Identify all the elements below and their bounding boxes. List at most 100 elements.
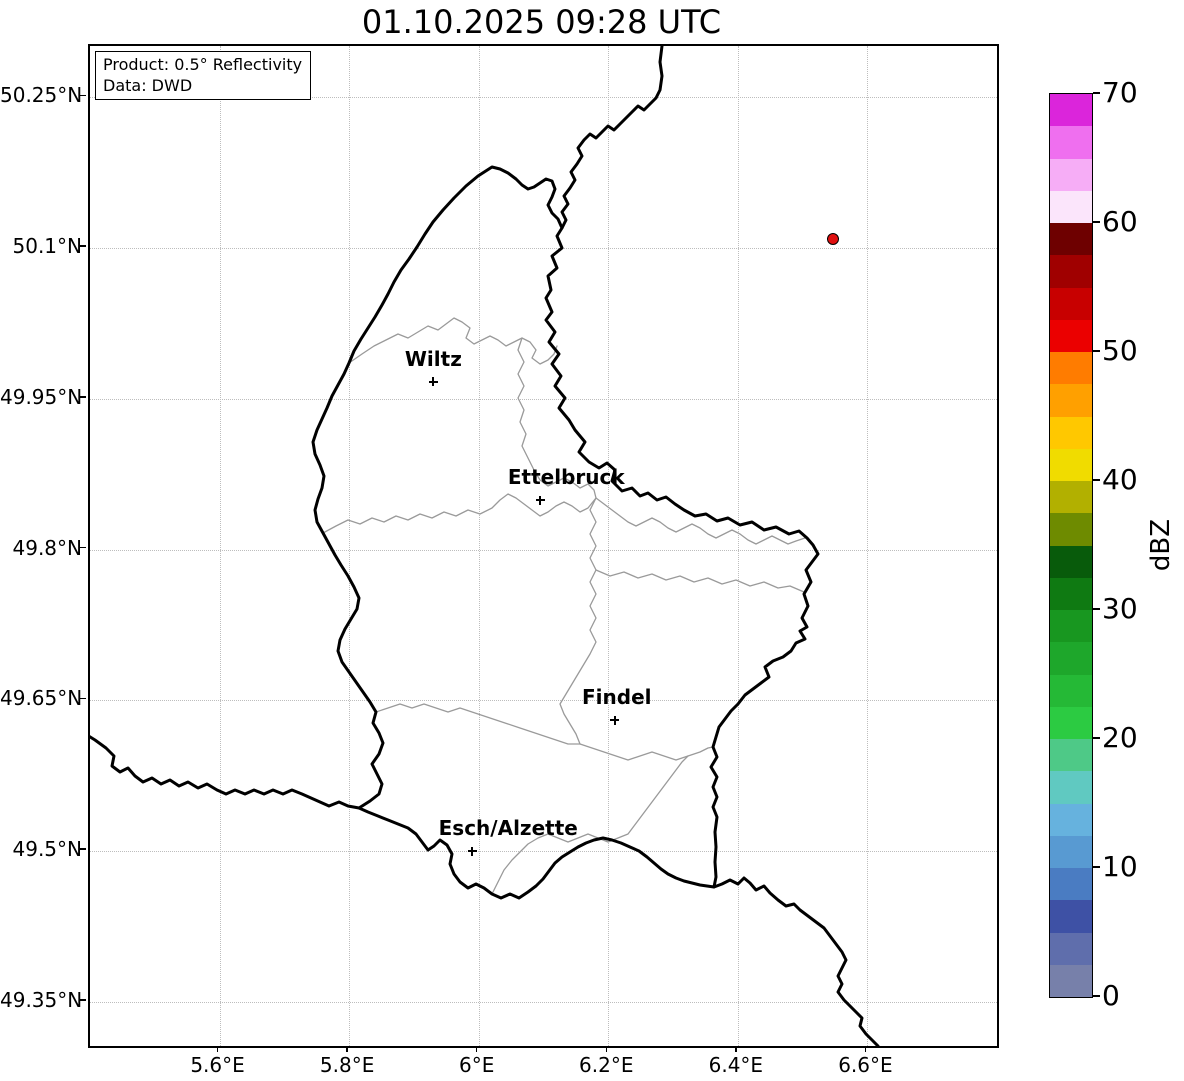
lat-tick-label: 49.95°N [0,384,83,409]
colorbar-segment [1050,835,1092,868]
gridline-lat [90,549,997,551]
lat-tickmark [80,245,86,247]
lat-tickmark [80,697,86,700]
lat-tick-label: 49.35°N [0,987,83,1012]
colorbar-segment [1050,674,1092,707]
lon-tickmark [216,1046,219,1052]
lon-tick-label: 6°E [459,1053,495,1077]
map-axes: Wiltz Ettelbruck Findel Esch/Alzette [88,44,999,1048]
colorbar-tick-label: 50 [1102,334,1138,367]
canton-border-path [491,755,689,895]
gridline-lon [478,46,480,1046]
colorbar-tickmark [1093,92,1100,94]
lon-tick-label: 6.4°E [708,1053,764,1077]
colorbar-tickmark [1093,479,1100,481]
colorbar-segment [1050,545,1092,578]
luxembourg-border-path [311,165,820,900]
gridline-lat [90,700,997,702]
gridline-lon [349,46,351,1046]
colorbar-segment [1050,223,1092,256]
colorbar-segment [1050,287,1092,320]
colorbar-segment [1050,352,1092,385]
colorbar-tickmark [1093,737,1100,739]
lat-tick-label: 50.1°N [12,234,83,258]
colorbar-tickmark [1093,866,1100,868]
city-label: Findel [582,685,652,710]
gridline-lon [219,46,221,1046]
colorbar-tick-label: 60 [1102,205,1138,238]
canton-border-path [595,569,805,593]
city-cross-icon [428,377,438,387]
colorbar-tickmark [1093,608,1100,610]
colorbar-tick-label: 20 [1102,721,1138,754]
gridline-lat [90,398,997,400]
canton-border-path [322,493,806,545]
city-cross-icon [610,715,620,725]
colorbar-tickmark [1093,995,1100,997]
data-source-line: Data: DWD [103,76,193,95]
gridline-lon [737,46,739,1046]
colorbar-segment [1050,610,1092,643]
product-line: Product: 0.5° Reflectivity [103,55,303,74]
colorbar-segment [1050,94,1092,127]
country-borders-group [90,46,880,1046]
colorbar-tick-label: 30 [1102,592,1138,625]
plot-title: 01.10.2025 09:28 UTC [361,3,722,41]
colorbar-segment [1050,577,1092,610]
canton-border-path [517,337,597,499]
borders-svg [90,46,880,1046]
lat-tick-label: 49.8°N [12,535,83,560]
gridline-lat [90,1001,997,1003]
canton-border-path [375,703,714,761]
colorbar-tick-label: 10 [1102,850,1138,883]
colorbar-segment [1050,158,1092,191]
lon-tick-label: 6.6°E [838,1053,893,1077]
lat-tick-label: 49.65°N [0,686,83,711]
colorbar-segment [1050,190,1092,223]
colorbar-segment [1050,706,1092,739]
colorbar-segment [1050,126,1092,159]
lat-tickmark [80,94,86,96]
colorbar-segment [1050,416,1092,449]
city-label: Ettelbruck [507,465,625,490]
radar-site-dot [827,233,840,246]
product-info-box: Product: 0.5° Reflectivity Data: DWD [95,51,312,100]
lat-tick-label: 50.25°N [0,83,83,108]
france-border-path [90,735,361,810]
lon-tick-label: 5.8°E [319,1053,375,1077]
lat-tickmark [80,546,86,549]
moselle-border-path [712,876,880,1046]
lon-tickmark [475,1046,478,1052]
lat-tickmark [80,848,86,850]
lon-tick-label: 6.2°E [579,1053,634,1077]
city-cross-icon [467,846,477,856]
colorbar-segment [1050,448,1092,481]
canton-borders-group [322,317,806,895]
colorbar-tickmark [1093,350,1100,352]
city-cross-icon [535,495,545,505]
colorbar-segment [1050,771,1092,804]
colorbar-segment [1050,964,1092,997]
lon-tickmark [864,1046,867,1052]
gridline-lon [608,46,610,1046]
colorbar-title: dBZ [1146,518,1176,572]
colorbar-tick-label: 40 [1102,463,1138,496]
colorbar-segment [1050,384,1092,417]
colorbar-tick-label: 0 [1102,979,1120,1012]
lon-tickmark [605,1046,608,1052]
gridline-lat [90,97,997,99]
colorbar [1049,93,1093,998]
gridline-lat [90,248,997,249]
lon-tickmark [346,1046,348,1052]
city-label: Esch/Alzette [438,816,578,841]
lat-tickmark [80,396,86,398]
our-river-border-path [560,46,664,230]
colorbar-segment [1050,932,1092,965]
colorbar-segment [1050,868,1092,901]
lat-tick-label: 49.5°N [12,837,83,862]
colorbar-segment [1050,739,1092,772]
canton-border-path [559,497,597,745]
gridline-lat [90,851,997,853]
gridline-lon [867,46,869,1046]
